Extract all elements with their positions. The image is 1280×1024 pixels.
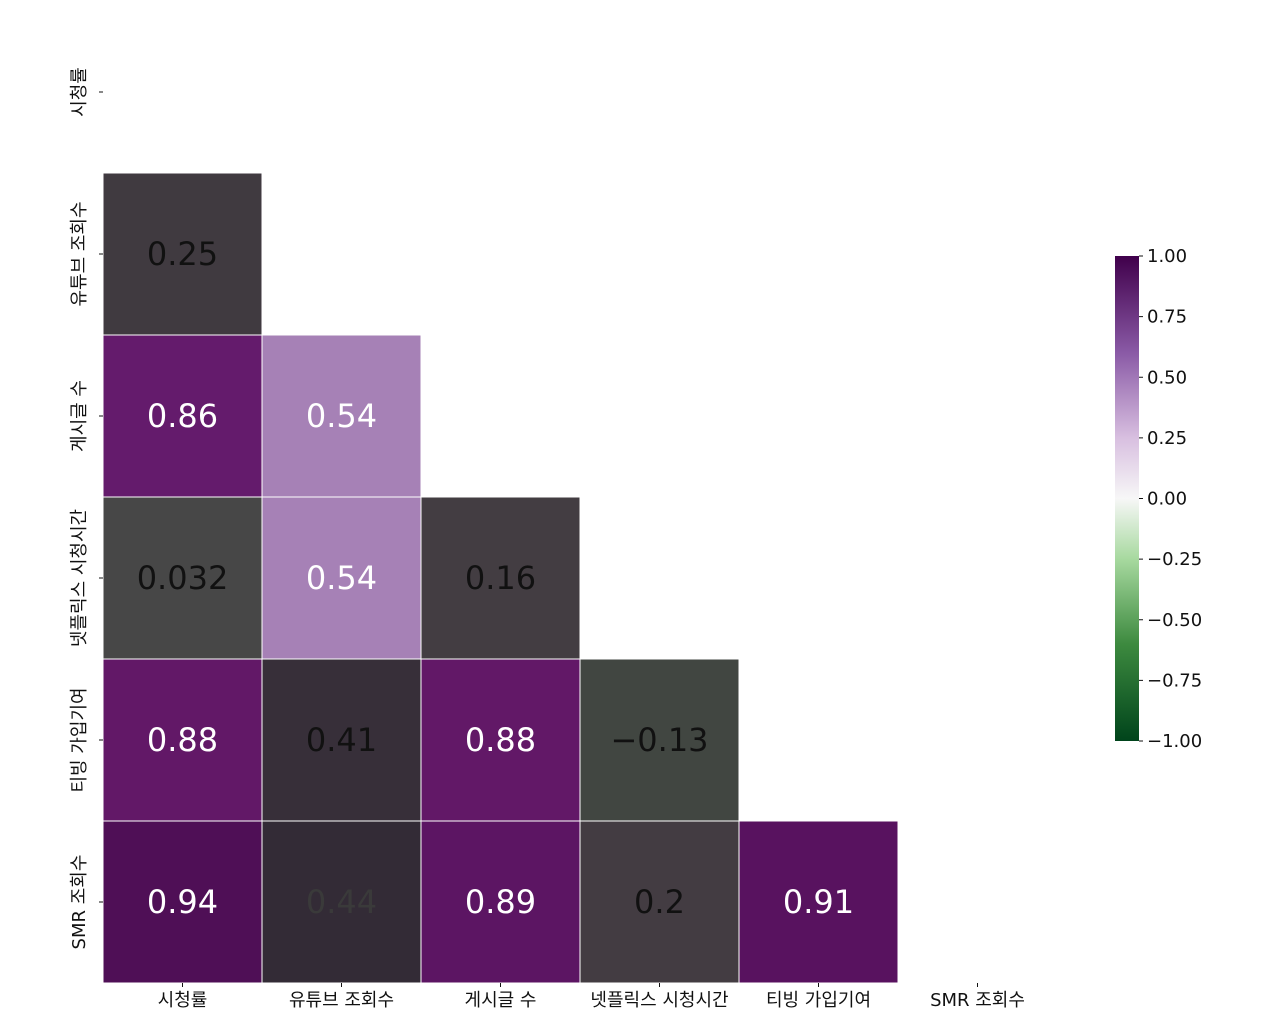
heatmap-cell-r3-c1 xyxy=(261,496,422,660)
x-tick-label: 넷플릭스 시청시간 xyxy=(590,990,728,1011)
y-tick-label: 티빙 가입기여 xyxy=(69,687,90,792)
cell-value-label: 0.54 xyxy=(306,559,377,597)
colorbar-tick-label: 1.00 xyxy=(1147,246,1187,267)
x-tick-label: 유튜브 조회수 xyxy=(289,990,394,1011)
heatmap-cell-r3-c0 xyxy=(102,496,263,660)
cell-value-label: 0.88 xyxy=(465,721,536,759)
y-tick-label: 유튜브 조회수 xyxy=(69,201,90,306)
heatmap-cell-r2-c0 xyxy=(102,334,263,498)
x-tick-label: 게시글 수 xyxy=(465,990,537,1011)
y-tick-label: 넷플릭스 시청시간 xyxy=(69,509,90,647)
colorbar-tick-label: 0.50 xyxy=(1147,367,1187,388)
x-axis-ticks: 시청률 유튜브 조회수 게시글 수 넷플릭스 시청시간 티빙 가입기여 SMR 조회수 xyxy=(158,983,1025,1011)
heatmap-cell-r4-c3 xyxy=(579,658,740,822)
colorbar-tick-label: −0.75 xyxy=(1147,670,1202,691)
heatmap-cell-r4-c0 xyxy=(102,658,263,822)
heatmap-cell-r5-c3 xyxy=(579,820,740,984)
colorbar-tick-label: −1.00 xyxy=(1147,731,1202,752)
heatmap-cell-r5-c4 xyxy=(738,820,899,984)
x-tick-label: 시청률 xyxy=(158,990,208,1011)
colorbar-tick-label: −0.50 xyxy=(1147,610,1202,631)
cell-value-label: 0.41 xyxy=(306,721,377,759)
cell-value-label: 0.54 xyxy=(306,397,377,435)
cell-value-label: 0.91 xyxy=(783,883,854,921)
heatmap-cell-r5-c2 xyxy=(420,820,581,984)
cell-value-label: −0.13 xyxy=(610,721,708,759)
heatmap-cells: 0.25 0.86 0.54 0.032 0.54 0.16 0.88 0.41 0.88 −0.… xyxy=(102,172,899,984)
y-tick-label: SMR 조회수 xyxy=(69,855,90,950)
cell-value-label: 0.2 xyxy=(634,883,685,921)
cell-value-label: 0.94 xyxy=(147,883,218,921)
cell-value-label: 0.16 xyxy=(465,559,536,597)
colorbar: 1.00 0.75 0.50 0.25 0.00 −0.25 −0.50 −0.75 −1.00 xyxy=(1115,246,1202,752)
colorbar-tick-label: 0.00 xyxy=(1147,489,1187,510)
cell-value-label: 0.86 xyxy=(147,397,218,435)
heatmap-cell-r1-c0 xyxy=(102,172,263,336)
colorbar-tick-label: 0.25 xyxy=(1147,428,1187,449)
cell-value-label: 0.032 xyxy=(137,559,229,597)
cell-value-label: 0.25 xyxy=(147,235,218,273)
heatmap-cell-r4-c1 xyxy=(261,658,422,822)
heatmap-cell-r3-c2 xyxy=(420,496,581,660)
x-tick-label: SMR 조회수 xyxy=(930,990,1025,1011)
y-tick-label: 시청률 xyxy=(69,67,90,117)
colorbar-tick-label: 0.75 xyxy=(1147,307,1187,328)
cell-value-label: 0.89 xyxy=(465,883,536,921)
cell-value-label: 0.88 xyxy=(147,721,218,759)
cell-value-label: 0.44 xyxy=(306,883,377,921)
colorbar-tick-label: −0.25 xyxy=(1147,549,1202,570)
x-tick-label: 티빙 가입기여 xyxy=(766,990,871,1011)
y-tick-label: 게시글 수 xyxy=(69,380,90,452)
heatmap-cell-r5-c1 xyxy=(261,820,422,984)
colorbar-gradient xyxy=(1115,256,1139,741)
heatmap-cell-r2-c1 xyxy=(261,334,422,498)
